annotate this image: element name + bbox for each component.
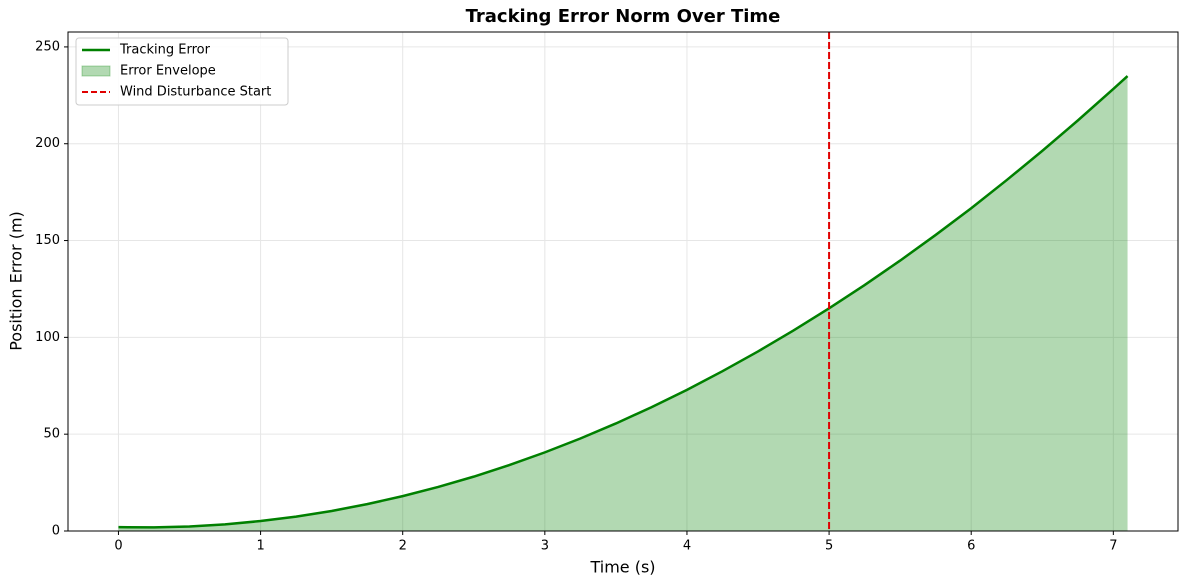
legend-label: Tracking Error: [119, 43, 211, 58]
x-tick-label: 7: [1109, 539, 1117, 554]
x-tick-label: 3: [541, 539, 549, 554]
legend-swatch: [81, 65, 111, 77]
x-axis-label: Time (s): [589, 558, 655, 577]
y-tick-label: 200: [35, 136, 60, 151]
error-envelope: [118, 76, 1128, 531]
tracking-line: [118, 75, 1129, 529]
x-tick-label: 0: [114, 539, 122, 554]
y-tick-label: 100: [35, 330, 60, 345]
x-tick-label: 1: [256, 539, 264, 554]
chart-title: Tracking Error Norm Over Time: [466, 6, 781, 27]
legend-box: [75, 37, 289, 106]
y-tick-label: 50: [43, 427, 60, 442]
legend-label: Wind Disturbance Start: [120, 85, 271, 100]
legend-label: Error Envelope: [120, 64, 216, 79]
x-tick-label: 6: [967, 539, 975, 554]
y-tick-label: 0: [52, 524, 60, 539]
axes-frame: [67, 31, 1179, 532]
y-tick-label: 250: [35, 39, 60, 54]
x-tick-label: 5: [825, 539, 833, 554]
x-tick-label: 2: [399, 539, 407, 554]
x-tick-label: 4: [683, 539, 691, 554]
y-axis-label: Position Error (m): [7, 211, 26, 351]
y-tick-label: 150: [35, 233, 60, 248]
